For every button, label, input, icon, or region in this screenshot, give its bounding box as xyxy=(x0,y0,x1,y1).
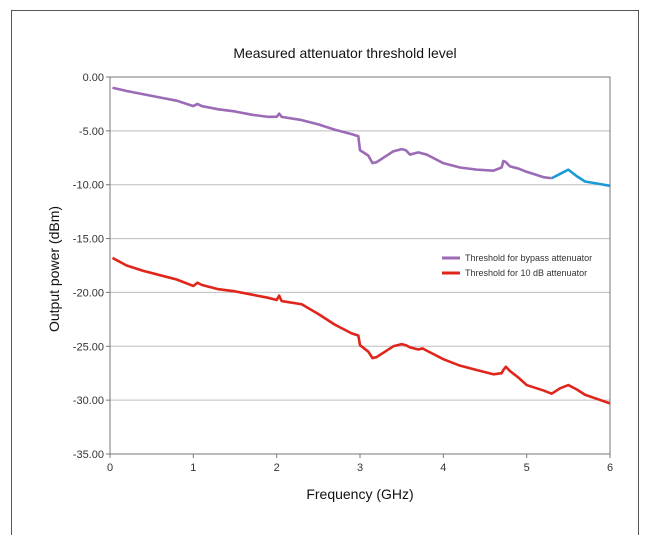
y-axis-label: Output power (dBm) xyxy=(46,206,62,332)
plot-area xyxy=(109,76,611,455)
x-tick-label: 4 xyxy=(440,462,446,474)
y-tick-label: -10.00 xyxy=(73,180,104,192)
series-line-0 xyxy=(112,86,552,180)
x-axis-label: Frequency (GHz) xyxy=(306,486,413,502)
legend-label: Threshold for 10 dB attenuator xyxy=(465,268,587,278)
y-tick-label: -35.00 xyxy=(73,449,104,461)
series-line-0-tail xyxy=(551,168,611,188)
legend: Threshold for bypass attenuator Threshold… xyxy=(442,253,592,278)
x-tick-label: 1 xyxy=(190,462,196,474)
x-tick-label: 0 xyxy=(107,462,113,474)
axis-ticks: 0.00 -5.00 -10.00 -15.00 -20.00 -25.00 -30.00 -… xyxy=(73,72,613,474)
y-tick-label: -25.00 xyxy=(73,341,104,353)
y-tick-label: -15.00 xyxy=(73,234,104,246)
grid-lines xyxy=(110,76,610,455)
chart-title: Measured attenuator threshold level xyxy=(233,45,456,61)
chart-frame xyxy=(11,10,639,535)
x-tick-label: 2 xyxy=(274,462,280,474)
x-tick-label: 3 xyxy=(357,462,363,474)
y-tick-label: -20.00 xyxy=(73,287,104,299)
y-tick-label: -30.00 xyxy=(73,395,104,407)
series-lines xyxy=(111,86,611,405)
y-tick-label: -5.00 xyxy=(79,126,104,138)
x-tick-label: 6 xyxy=(607,462,613,474)
legend-label: Threshold for bypass attenuator xyxy=(465,253,592,263)
series-line-1 xyxy=(111,256,611,405)
y-tick-label: 0.00 xyxy=(83,72,104,84)
x-tick-label: 5 xyxy=(524,462,530,474)
